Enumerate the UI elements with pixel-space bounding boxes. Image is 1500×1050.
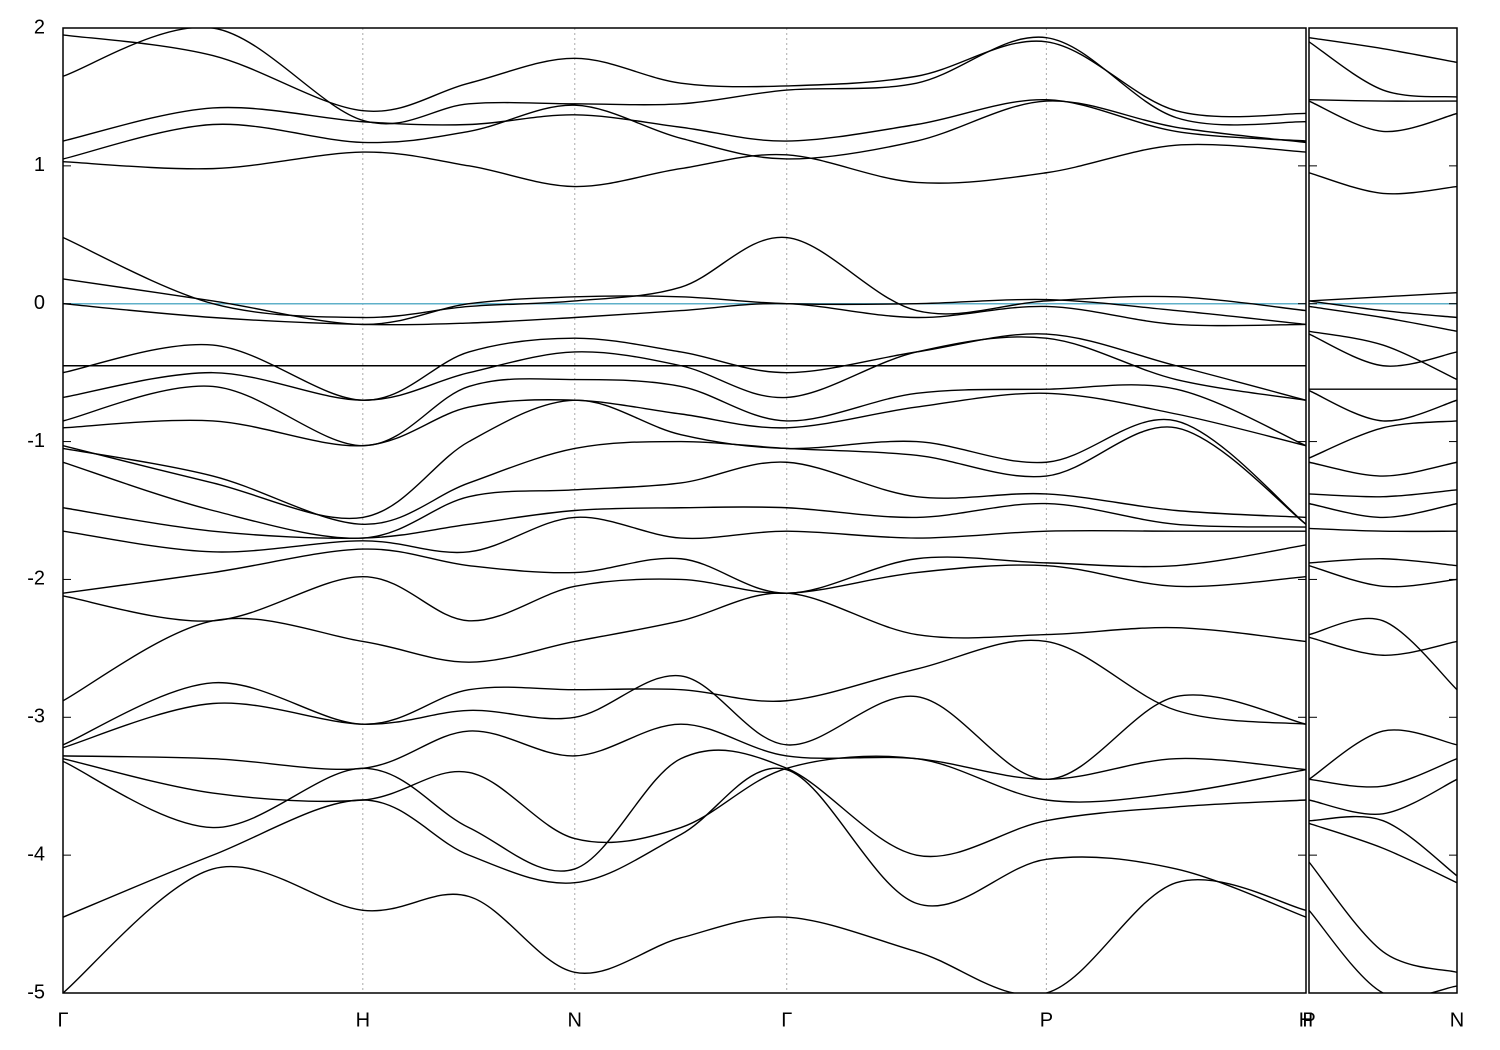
x-tick-label: P [1040,1009,1053,1031]
y-tick-label: 1 [34,154,45,176]
band-line [1309,100,1457,133]
band-line [63,723,1306,781]
y-tick-label: -3 [27,706,45,728]
band-line [1309,861,1457,973]
band-line [1309,729,1457,780]
band-line [1309,558,1457,567]
band-line [63,592,1306,702]
band-line [1309,617,1457,691]
plot-area [1309,28,1457,993]
x-tick-label: N [1450,1009,1464,1031]
band-line [1309,461,1457,477]
band-line [63,333,1306,401]
band-line [63,143,1306,188]
band-line [63,278,1306,326]
band-line [1309,502,1457,519]
band-line [63,674,1306,781]
band-line [63,392,1306,447]
band-line [63,544,1306,594]
band-line [63,502,1306,540]
band-line [63,755,1306,844]
x-tick-label: P [1302,1009,1315,1031]
band-line [1309,489,1457,498]
band-line [63,516,1306,554]
band-line [63,28,1306,126]
band-line [1309,815,1457,877]
band-line [63,564,1306,622]
band-line [1309,778,1457,815]
band-line [63,749,1306,872]
x-tick-label: H [1299,1009,1313,1031]
band-line [1309,330,1457,381]
band-line [1309,757,1457,788]
band-line [1309,98,1457,102]
x-tick-label: H [356,1009,370,1031]
band-line [1309,636,1457,656]
y-tick-label: 0 [34,292,45,314]
plot-frame [62,27,1307,994]
band-line [63,98,1306,142]
x-tick-label: N [568,1009,582,1031]
band-line [63,336,1306,401]
plot-frame [1308,27,1458,994]
band-line [1309,36,1457,64]
band-line [1309,333,1457,367]
band-line [63,767,1306,918]
band-line [1309,527,1457,533]
band-line [63,378,1306,447]
band-line [1309,300,1457,319]
band-line [1309,291,1457,302]
band-line [63,426,1306,525]
band-line [63,639,1306,746]
band-line [1309,389,1457,422]
x-tick-label: Γ [781,1009,792,1031]
band-line [63,865,1306,993]
y-tick-label: -1 [27,430,45,452]
y-tick-label: -5 [27,981,45,1003]
band-line [63,461,1306,539]
band-line [1309,305,1457,332]
band-line [63,302,1306,327]
band-line [1309,41,1457,98]
band-line [63,399,1306,525]
x-tick-label: Γ [57,1009,68,1031]
y-tick-label: 2 [34,16,45,38]
band-line [63,236,1306,319]
band-line [1309,909,1457,993]
plot-area [63,28,1306,993]
y-tick-label: -2 [27,568,45,590]
band-line [63,100,1306,160]
band-line [63,34,1306,118]
band-line [1309,420,1457,459]
y-tick-label: -4 [27,843,45,865]
band-line [1309,172,1457,195]
band-line [1309,822,1457,884]
band-line [1309,564,1457,588]
